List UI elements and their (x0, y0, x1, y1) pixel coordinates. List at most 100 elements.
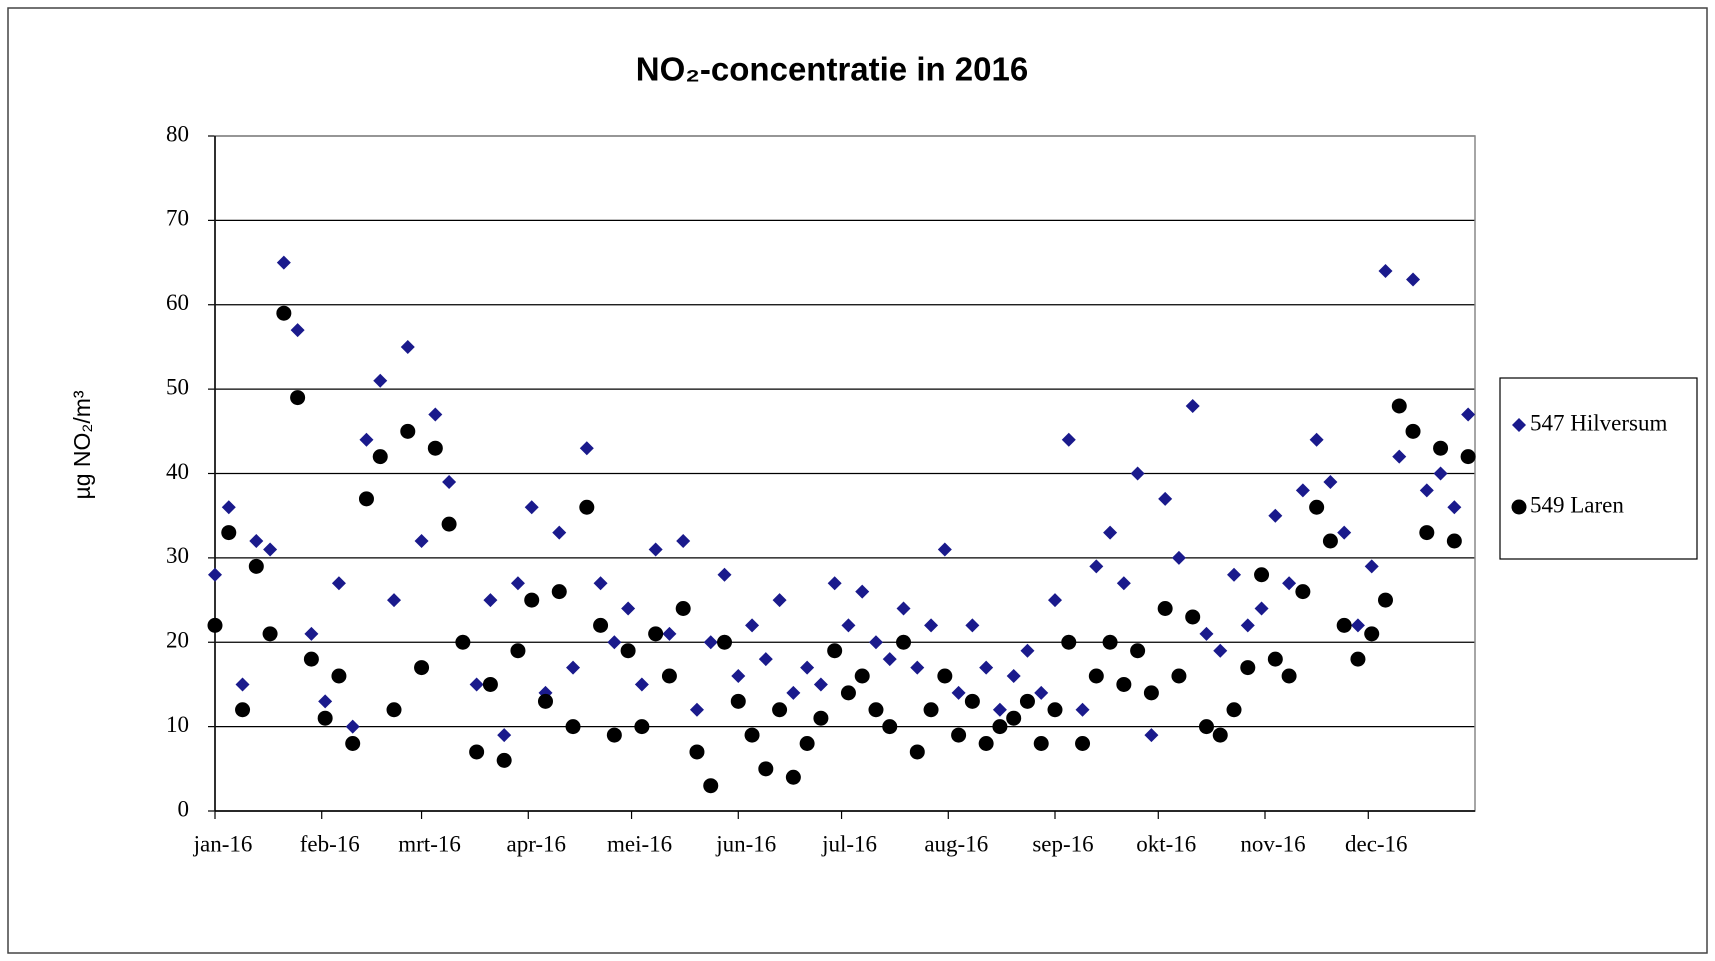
data-point (896, 601, 911, 616)
data-point (965, 618, 980, 633)
data-point (840, 685, 856, 701)
chart-border (7, 7, 1708, 954)
data-point (1006, 669, 1021, 683)
data-point (1323, 474, 1338, 489)
data-point (1034, 685, 1049, 700)
data-point (1309, 499, 1325, 515)
data-point (1350, 618, 1365, 633)
x-tick-label: nov-16 (1240, 831, 1305, 856)
data-point (661, 668, 677, 684)
data-point (235, 702, 251, 718)
data-point (964, 693, 980, 709)
data-point (469, 744, 485, 760)
data-point (882, 652, 897, 667)
data-point (1254, 567, 1270, 583)
data-point (358, 491, 374, 507)
data-point (937, 668, 953, 684)
data-point (1392, 449, 1407, 464)
data-point (937, 542, 952, 557)
y-tick-label: 30 (166, 543, 189, 568)
data-point (841, 618, 856, 633)
data-point (689, 744, 705, 760)
data-point (675, 601, 691, 616)
data-point (276, 255, 291, 270)
data-point (1254, 601, 1269, 616)
data-point (951, 685, 966, 700)
data-point (924, 618, 939, 633)
y-tick-label: 70 (166, 206, 189, 231)
data-point (1116, 676, 1132, 692)
data-point (854, 668, 870, 684)
data-point (510, 643, 526, 659)
data-point (978, 736, 994, 751)
x-tick-label: mrt-16 (398, 831, 461, 856)
y-tick-label: 0 (178, 796, 190, 821)
data-point (442, 474, 457, 489)
legend-box (1499, 377, 1698, 560)
data-point (786, 685, 801, 700)
data-point (1419, 525, 1435, 541)
data-point (331, 576, 346, 591)
data-point (813, 677, 828, 692)
x-tick-label: okt-16 (1136, 831, 1196, 856)
data-point (717, 634, 733, 650)
data-point (263, 542, 278, 557)
data-point (1103, 525, 1118, 540)
y-axis-label: µg NO₂/m³ (69, 390, 95, 499)
data-point (703, 635, 718, 650)
y-tick-label: 20 (166, 628, 189, 653)
data-point (621, 601, 636, 616)
data-point (551, 584, 567, 600)
legend-label: 549 Laren (1530, 492, 1624, 517)
y-tick-label: 40 (166, 459, 189, 484)
data-point (248, 558, 264, 574)
data-point (345, 736, 361, 751)
data-point (1048, 593, 1062, 608)
y-tick-label: 10 (166, 712, 189, 737)
data-point (1364, 626, 1380, 642)
data-point (593, 576, 608, 591)
data-point (441, 516, 457, 532)
data-point (428, 407, 443, 422)
data-point (524, 500, 539, 515)
data-point (1199, 626, 1214, 641)
data-point (469, 677, 484, 692)
data-point (1337, 525, 1352, 540)
data-point (1061, 634, 1077, 650)
data-point (992, 719, 1008, 735)
data-point (923, 702, 939, 718)
x-tick-label: dec-16 (1345, 831, 1408, 856)
data-point (593, 617, 609, 633)
data-point (1295, 584, 1311, 600)
data-point (1198, 719, 1214, 735)
data-point (1419, 483, 1434, 498)
data-point (648, 626, 664, 642)
data-point (772, 702, 788, 718)
data-point (1391, 398, 1407, 414)
data-point (1130, 643, 1146, 659)
data-point (758, 761, 774, 777)
x-tick-label: aug-16 (924, 831, 988, 856)
data-point (317, 710, 333, 726)
data-point (290, 390, 306, 406)
data-point (799, 736, 815, 751)
data-point (868, 635, 883, 650)
data-point (235, 677, 250, 692)
data-point (634, 719, 650, 735)
data-point (221, 500, 236, 515)
data-point (304, 626, 319, 641)
x-tick-label: jul-16 (821, 831, 877, 856)
data-point (909, 744, 925, 760)
data-point (1144, 728, 1159, 743)
y-tick-label: 60 (166, 290, 189, 315)
data-point (1406, 272, 1421, 287)
data-point (607, 635, 622, 650)
data-point (400, 339, 415, 354)
data-point (1309, 432, 1324, 447)
data-point (1171, 668, 1187, 684)
data-point (979, 660, 994, 675)
data-point (524, 592, 540, 608)
data-point (1377, 592, 1393, 608)
data-point (606, 727, 622, 743)
